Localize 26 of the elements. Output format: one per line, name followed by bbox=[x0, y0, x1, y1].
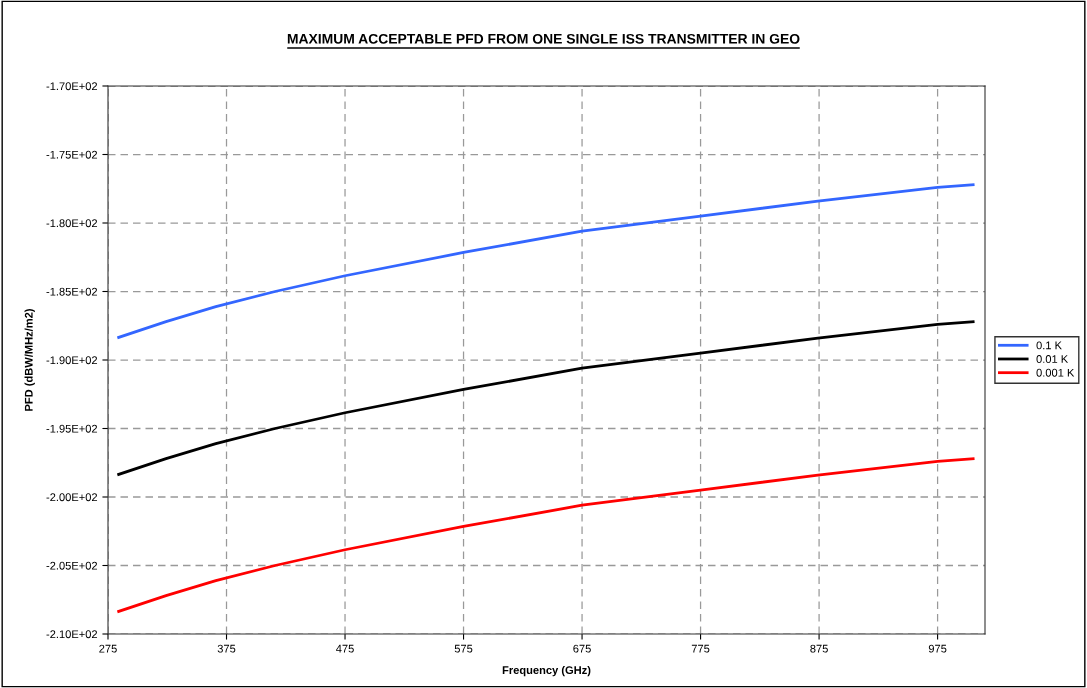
y-tick-label: -1.80E+02 bbox=[46, 219, 98, 228]
x-tick-label: 275 bbox=[99, 644, 117, 653]
legend-label: 0.1 K bbox=[1036, 341, 1062, 350]
line-series bbox=[117, 183, 975, 339]
x-axis-title: Frequency (GHz) bbox=[502, 665, 591, 677]
y-tick-label: -2.00E+02 bbox=[46, 493, 98, 502]
x-tick-label: 775 bbox=[691, 644, 710, 653]
y-tick-label: -1.70E+02 bbox=[46, 82, 98, 91]
legend-label: 0.01 K bbox=[1036, 355, 1069, 363]
y-tick-label: -2.05E+02 bbox=[46, 561, 98, 570]
y-tick-label: -1.90E+02 bbox=[46, 356, 98, 365]
y-axis-title: PFD (dBW/MHz/m2) bbox=[24, 309, 35, 411]
x-tick-label: 875 bbox=[810, 644, 828, 653]
x-tick-label: 975 bbox=[928, 644, 947, 653]
y-tick-label: -1.85E+02 bbox=[46, 287, 98, 296]
x-tick-label: 675 bbox=[573, 644, 591, 653]
y-tick-label: -1.95E+02 bbox=[46, 424, 98, 433]
x-tick-label: 475 bbox=[336, 644, 354, 653]
line-series bbox=[117, 320, 975, 476]
x-tick-label: 575 bbox=[454, 644, 473, 653]
x-tick-label: 375 bbox=[217, 644, 236, 653]
chart-title: MAXIMUM ACCEPTABLE PFD FROM ONE SINGLE ISS TRANSMITTER IN GEO bbox=[287, 33, 800, 44]
y-tick-label: -1.75E+02 bbox=[46, 150, 98, 159]
line-series bbox=[117, 457, 975, 613]
legend-label: 0.001 K bbox=[1036, 368, 1075, 377]
y-tick-label: -2.10E+02 bbox=[46, 630, 98, 639]
